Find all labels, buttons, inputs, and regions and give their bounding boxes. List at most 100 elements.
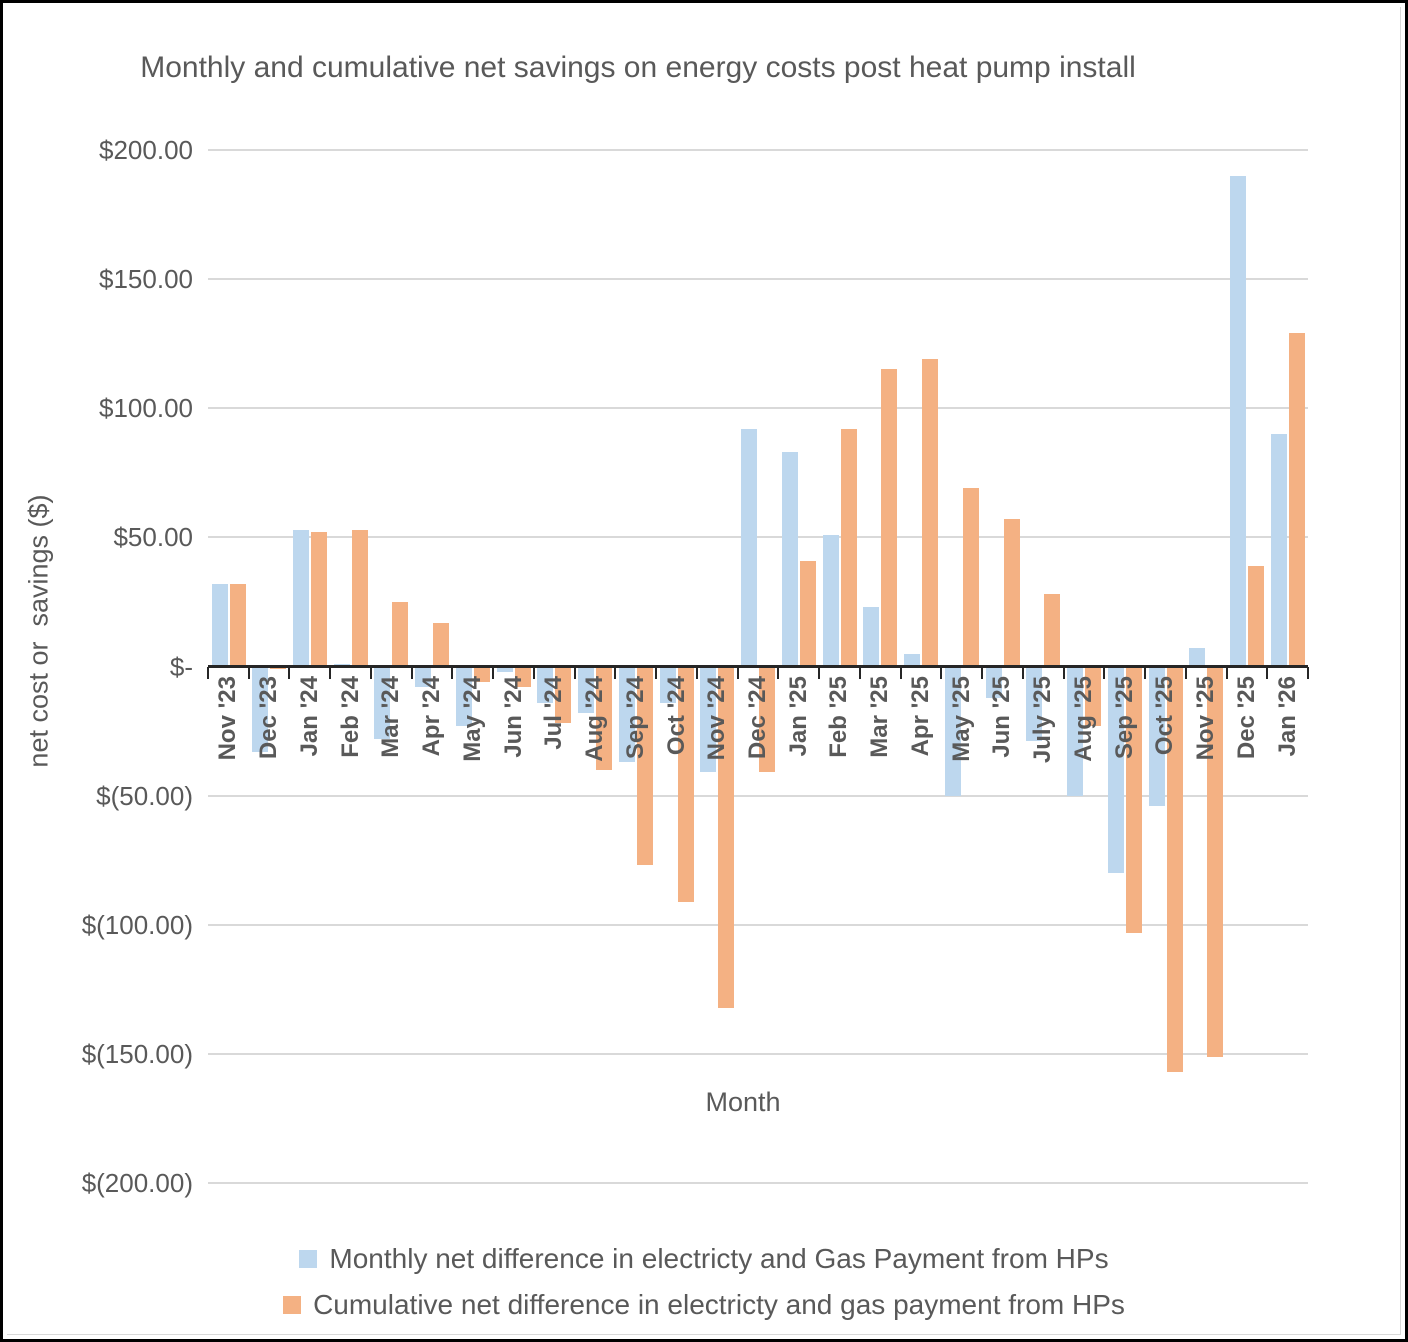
y-tick-label: $100.00 [99, 393, 193, 424]
y-tick-label: $50.00 [113, 522, 193, 553]
bar-cumulative-Jan '25 [799, 560, 816, 667]
bar-cumulative-Feb '24 [351, 529, 368, 667]
plot-area: $200.00 $150.00 $100.00 $50.00 $- $(50.00) $(1… [3, 3, 1405, 1339]
x-axis-tick [207, 666, 209, 679]
bar-cumulative-Jun '24 [514, 666, 531, 688]
category-label-text: Feb '25 [825, 676, 853, 758]
x-axis-title: Month [705, 1087, 781, 1117]
gridline [208, 277, 1308, 280]
bar-monthly-Sep '24 [618, 666, 635, 763]
x-axis-tick [532, 666, 535, 679]
category-label-text: Sep '25 [1110, 676, 1138, 760]
gridline [208, 407, 1308, 410]
gridline [208, 923, 1308, 926]
legend-item-cumulative: Cumulative net difference in electricty … [283, 1289, 1125, 1321]
y-tick-label: $(150.00) [81, 1039, 193, 1070]
category-label-text: Aug '25 [1069, 676, 1097, 762]
y-axis-title-text: net cost or savings ($) [23, 494, 54, 768]
bar-cumulative-Sep '24 [636, 666, 653, 866]
gridline [208, 148, 1308, 151]
legend: Monthly net difference in electricty and… [3, 1243, 1405, 1321]
x-axis-line [208, 665, 1308, 668]
x-axis-tick [1144, 666, 1147, 679]
bar-cumulative-Mar '25 [881, 369, 898, 667]
legend-label-cumulative: Cumulative net difference in electricty … [313, 1289, 1125, 1320]
chart-frame-bottom [7, 1334, 1401, 1335]
category-label-text: Jun '25 [988, 676, 1016, 758]
x-axis-tick [614, 666, 617, 679]
bar-monthly-Nov '25 [1189, 648, 1206, 667]
y-tick-label: $(100.00) [81, 909, 193, 940]
bar-monthly-Feb '25 [822, 534, 839, 667]
bar-cumulative-Apr '24 [433, 622, 450, 667]
x-axis-tick [369, 666, 372, 679]
bar-cumulative-Apr '25 [922, 359, 939, 667]
x-axis-tick [1184, 666, 1187, 679]
category-label-text: Oct '24 [662, 676, 690, 756]
bar-monthly-Jan '26 [1270, 433, 1287, 667]
x-axis-tick [410, 666, 413, 679]
bar-monthly-Oct '24 [659, 666, 676, 703]
category-label-text: Apr '24 [418, 676, 446, 757]
bar-cumulative-Jan '24 [310, 532, 327, 667]
x-axis-tick [981, 666, 984, 679]
category-label-text: Mar '25 [866, 676, 894, 758]
bar-cumulative-Dec '24 [759, 666, 776, 773]
y-tick-label: $(50.00) [96, 780, 193, 811]
x-axis-tick [1103, 666, 1106, 679]
bar-monthly-May '24 [455, 666, 472, 726]
bar-monthly-Sep '25 [1107, 666, 1124, 874]
y-tick-label: $- [169, 651, 193, 682]
x-axis-tick [777, 666, 780, 679]
category-label-text: Nov '24 [703, 676, 731, 761]
bar-cumulative-Jun '25 [1003, 519, 1020, 667]
bar-monthly-Mar '25 [863, 607, 880, 667]
category-label-text: Dec '23 [255, 676, 283, 760]
bar-monthly-Apr '25 [904, 653, 921, 667]
bar-monthly-May '25 [944, 666, 961, 796]
x-axis-tick [1062, 666, 1065, 679]
x-axis-tick [451, 666, 454, 679]
category-label-text: Jan '24 [295, 676, 323, 757]
category-label-text: July '25 [1029, 676, 1057, 764]
legend-swatch-cumulative-icon [283, 1296, 302, 1314]
category-label-text: Dec '24 [744, 676, 771, 760]
chart-title: Monthly and cumulative net savings on en… [140, 51, 1136, 84]
gridline [208, 794, 1308, 797]
bar-cumulative-Oct '25 [1166, 666, 1183, 1073]
x-axis-tick [736, 666, 739, 679]
y-tick-label: $150.00 [99, 263, 193, 294]
category-label-text: Nov '25 [1192, 676, 1220, 761]
x-axis-tick [288, 666, 291, 679]
bar-cumulative-Oct '24 [677, 666, 694, 902]
category-label-text: Jul '24 [540, 676, 568, 750]
y-tick-label: $200.00 [99, 134, 193, 165]
bar-cumulative-Jan '26 [1288, 333, 1305, 667]
x-axis-tick [655, 666, 658, 679]
bar-cumulative-Aug '25 [1085, 666, 1102, 726]
bar-cumulative-Nov '25 [1207, 666, 1224, 1057]
bar-cumulative-Sep '25 [1125, 666, 1142, 933]
category-label-text: Dec '25 [1232, 676, 1260, 760]
gridline [208, 1182, 1308, 1185]
x-axis-tick [1307, 666, 1309, 679]
bar-cumulative-May '25 [962, 488, 979, 667]
x-axis-tick [899, 666, 902, 679]
bar-monthly-Jun '25 [985, 666, 1002, 698]
category-label-text: Nov '23 [214, 676, 242, 761]
bar-monthly-Nov '23 [211, 583, 228, 667]
bar-monthly-Dec '25 [1230, 175, 1247, 667]
category-label-text: Feb '24 [336, 676, 364, 758]
x-axis-tick [329, 666, 332, 679]
x-axis-tick [695, 666, 698, 679]
category-label-text: Jan '25 [784, 676, 812, 757]
bar-monthly-Jul '24 [537, 666, 554, 703]
bar-cumulative-July '25 [1044, 594, 1061, 667]
x-axis-tick [940, 666, 943, 679]
bar-monthly-Jan '25 [781, 452, 798, 667]
gridline [208, 536, 1308, 539]
bar-cumulative-Dec '25 [1248, 565, 1265, 667]
x-axis-tick [1225, 666, 1228, 679]
bar-cumulative-Jul '24 [555, 666, 572, 724]
x-axis-tick [858, 666, 861, 679]
